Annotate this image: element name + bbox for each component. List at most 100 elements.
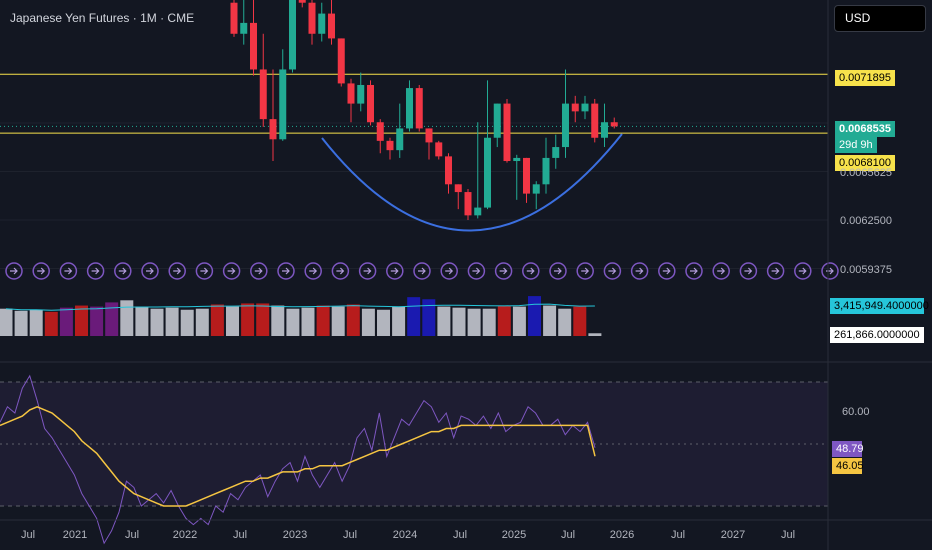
- volume-bar: [286, 308, 300, 336]
- candle-body: [415, 88, 423, 129]
- event-marker-icon: [630, 262, 649, 280]
- volume-ma-tag: 3,415,949.4000000: [830, 298, 929, 314]
- candle-body: [328, 13, 335, 39]
- event-arrow-icon: [390, 267, 399, 275]
- event-arrow-icon: [472, 267, 481, 275]
- volume-bar: [377, 309, 390, 336]
- event-marker-icon: [304, 262, 322, 280]
- time-axis-label: Jul: [453, 529, 467, 541]
- time-axis-label: 2024: [393, 529, 417, 541]
- event-marker-icon: [821, 262, 839, 280]
- event-marker-icon: [114, 262, 132, 280]
- event-arrow-icon: [37, 267, 46, 275]
- event-arrow-icon: [608, 267, 617, 275]
- time-axis-label: 2023: [283, 529, 307, 541]
- time-axis-label: 2025: [502, 529, 526, 541]
- event-marker-icon: [195, 262, 214, 280]
- event-arrow-icon: [445, 267, 454, 275]
- event-arrow-icon: [91, 267, 100, 275]
- event-arrow-icon: [282, 267, 290, 275]
- candle-body: [610, 122, 618, 127]
- event-marker-icon: [658, 262, 676, 280]
- rsi-line: [0, 374, 596, 545]
- event-marker-icon: [32, 262, 50, 280]
- candle-body: [230, 2, 238, 34]
- event-marker-icon: [603, 262, 622, 280]
- candle-body: [484, 137, 491, 208]
- time-axis-label: Jul: [21, 529, 35, 541]
- candle-body: [503, 103, 511, 162]
- event-arrow-icon: [771, 267, 780, 275]
- candle-body: [454, 184, 462, 193]
- volume-bar: [316, 305, 330, 336]
- candle-body: [513, 157, 521, 162]
- volume-bar: [497, 305, 511, 336]
- candle-body: [591, 103, 599, 138]
- time-axis-label: Jul: [343, 529, 357, 541]
- volume-bar: [422, 299, 436, 336]
- event-arrow-icon: [662, 267, 671, 275]
- event-arrow-icon: [499, 267, 508, 275]
- volume-bar: [437, 306, 451, 336]
- rsi-value-tag: 48.79: [832, 441, 864, 457]
- last-price-tag: 0.0068535: [835, 121, 895, 137]
- event-marker-icon: [250, 262, 268, 280]
- volume-bar: [482, 308, 496, 336]
- event-marker-icon: [222, 262, 241, 280]
- candle-body: [269, 119, 277, 140]
- event-arrow-icon: [336, 267, 345, 275]
- volume-bar: [120, 300, 134, 336]
- volume-bar: [75, 305, 88, 336]
- candle-body: [279, 69, 287, 140]
- candle-body: [601, 122, 608, 138]
- event-marker-icon: [331, 262, 350, 280]
- time-axis-label: Jul: [233, 529, 247, 541]
- price-label-3: 0.0059375: [840, 264, 892, 276]
- volume-bar: [301, 307, 315, 336]
- volume-bar: [346, 304, 360, 336]
- candle-body: [542, 157, 550, 185]
- countdown-tag: 29d 9h: [835, 137, 877, 153]
- volume-ma-line: [5, 303, 595, 311]
- event-marker-icon: [794, 262, 812, 280]
- rsi-ma-tag: 46.05: [832, 458, 864, 474]
- candle-body: [250, 22, 257, 70]
- event-marker-icon: [766, 262, 785, 280]
- event-arrow-icon: [526, 267, 535, 275]
- price-label-1: 0.0065625: [840, 167, 892, 179]
- candle-body: [562, 103, 569, 148]
- candle-body: [425, 128, 433, 143]
- volume-bar: [0, 308, 13, 336]
- volume-bar: [150, 308, 164, 336]
- event-arrow-icon: [200, 267, 209, 275]
- event-marker-icon: [576, 262, 594, 280]
- candle-body: [406, 88, 413, 129]
- currency-selector[interactable]: USD: [834, 5, 926, 32]
- event-marker-icon: [494, 262, 513, 280]
- event-marker-icon: [440, 262, 458, 280]
- time-axis-label: 2026: [610, 529, 634, 541]
- time-axis-label: 2021: [63, 529, 87, 541]
- candle-body: [357, 84, 365, 104]
- volume-bar: [512, 306, 526, 336]
- volume-bar: [528, 296, 541, 336]
- candle-body: [289, 0, 296, 70]
- candle-body: [435, 142, 443, 157]
- event-marker-icon: [277, 262, 295, 280]
- volume-bar: [271, 305, 285, 336]
- volume-bar: [467, 308, 481, 336]
- time-axis-label: Jul: [125, 529, 139, 541]
- volume-bar: [226, 306, 239, 336]
- event-marker-icon: [141, 262, 159, 280]
- event-marker-icon: [522, 262, 540, 280]
- candle-body: [337, 38, 345, 84]
- candle-body: [552, 147, 560, 158]
- event-marker-icon: [358, 262, 377, 280]
- candle-body: [367, 84, 374, 123]
- volume-bar: [90, 306, 104, 336]
- event-marker-icon: [413, 262, 431, 280]
- candle-body: [474, 207, 482, 216]
- time-axis-label: Jul: [671, 529, 685, 541]
- cup-arc: [321, 133, 623, 232]
